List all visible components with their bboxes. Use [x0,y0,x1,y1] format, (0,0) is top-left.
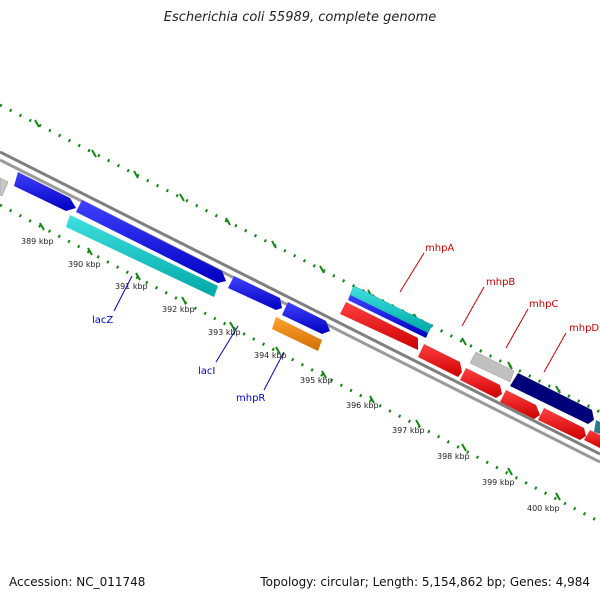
gene-label-mhpA: mhpA [425,243,454,254]
tick-label: 390 kbp [68,260,101,269]
major-ticks-outer [34,119,561,394]
gene-lacI[interactable] [282,302,330,334]
tick-label: 398 kbp [437,452,470,461]
gene-gray-left[interactable] [0,177,9,197]
gene-mhpB[interactable] [418,344,462,377]
gene-lacA[interactable] [228,276,282,310]
gene-label-lacI: lacI [198,366,215,377]
gene-mhpC[interactable] [460,368,502,398]
gene-mhpA[interactable] [340,302,418,350]
gene-label-lacZ: lacZ [92,315,113,326]
gene-mhpD-navy[interactable] [510,373,594,424]
tick-label: 389 kbp [21,237,54,246]
tick-label: 395 kbp [300,376,333,385]
gene-mhpC-gray[interactable] [469,351,515,383]
backbone-outer [0,150,600,456]
gene-label-mhpD: mhpD [569,323,599,334]
tick-label: 392 kbp [162,305,195,314]
tick-label: 399 kbp [482,478,515,487]
tick-label: 394 kbp [254,351,287,360]
gene-mhpD[interactable] [500,390,540,419]
gene-label-mhpC: mhpC [529,299,558,310]
gene-lacZ[interactable] [66,215,218,297]
tick-label: 400 kbp [527,504,560,513]
major-ticks-inner [39,222,561,501]
gene-teal-edge[interactable] [594,420,600,434]
gene-blue-a[interactable] [14,172,76,211]
tick-label: 391 kbp [115,282,148,291]
genome-summary-text: Topology: circular; Length: 5,154,862 bp… [260,575,590,589]
tick-label: 393 kbp [208,328,241,337]
gene-mhpR[interactable] [272,317,322,351]
tick-label: 397 kbp [392,426,425,435]
label-connectors [113,252,567,391]
gene-red-edge[interactable] [584,430,600,448]
gene-label-mhpR: mhpR [236,393,265,404]
gene-label-mhpB: mhpB [486,277,515,288]
accession-text: Accession: NC_011748 [9,575,146,589]
gene-mhpA-blue[interactable] [348,295,428,338]
tick-ring-outer [0,103,600,414]
genome-title: Escherichia coli 55989, complete genome [163,10,437,25]
gene-lacY[interactable] [76,200,226,283]
tick-label: 396 kbp [346,401,379,410]
gene-mhpE[interactable] [538,408,586,440]
